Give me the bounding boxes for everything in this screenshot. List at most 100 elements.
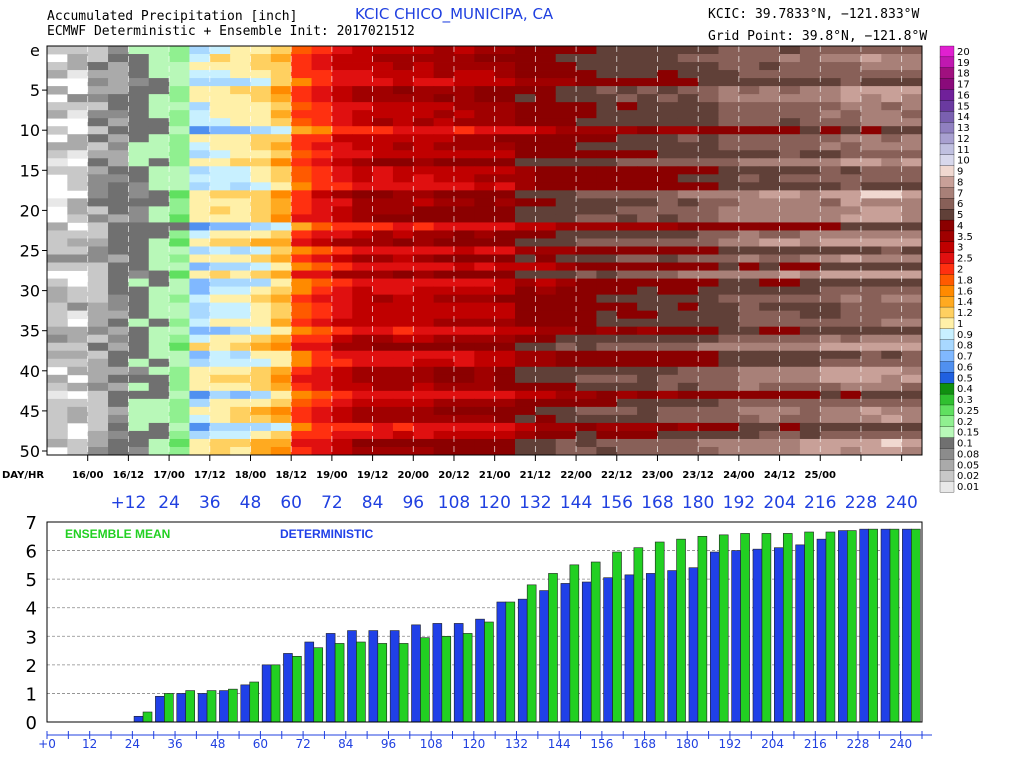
- heatmap-cell: [291, 174, 312, 183]
- heatmap-cell: [453, 294, 475, 304]
- heatmap-cell: [392, 158, 414, 167]
- heatmap-cell: [677, 142, 699, 151]
- heatmap-cell: [799, 150, 821, 159]
- heatmap-cell: [453, 150, 475, 159]
- heatmap-cell: [637, 278, 658, 287]
- heatmap-cell: [250, 54, 272, 63]
- heatmap-cell: [87, 286, 109, 296]
- heatmap-cell: [576, 62, 597, 71]
- heatmap-cell: [535, 350, 557, 360]
- heatmap-cell: [738, 54, 760, 63]
- heatmap-cell: [799, 414, 821, 424]
- heatmap-cell: [392, 142, 414, 151]
- heatmap-cell: [433, 62, 455, 71]
- deterministic-bar: [539, 590, 549, 723]
- bar-y-tick: 0: [26, 713, 37, 734]
- heatmap-cell: [677, 174, 699, 183]
- heatmap-cell: [453, 230, 475, 239]
- heatmap-cell: [250, 262, 272, 271]
- heatmap-cell: [392, 358, 414, 368]
- heatmap-cell: [718, 214, 740, 223]
- heatmap-cell: [535, 302, 557, 312]
- heatmap-cell: [474, 70, 496, 79]
- heatmap-cell: [779, 318, 801, 328]
- heatmap-cell: [738, 166, 760, 175]
- heatmap-cell: [677, 390, 699, 400]
- heatmap-cell: [535, 286, 557, 296]
- heatmap-cell: [453, 94, 475, 103]
- heatmap-cell: [352, 310, 373, 320]
- heatmap-cell: [759, 54, 780, 63]
- heatmap-cell: [433, 350, 455, 360]
- heatmap-cell: [535, 86, 557, 95]
- heatmap-cell: [311, 142, 333, 151]
- heatmap-cell: [270, 310, 292, 320]
- heatmap-cell: [433, 86, 455, 95]
- heatmap-cell: [799, 438, 821, 448]
- heatmap-cell: [881, 334, 903, 344]
- heatmap-cell: [453, 54, 475, 63]
- heatmap-cell: [209, 278, 231, 287]
- heatmap-cell: [392, 262, 414, 271]
- day-hr-tick: 21/00: [479, 470, 511, 481]
- heatmap-cell: [148, 142, 170, 151]
- heatmap-cell: [718, 238, 740, 247]
- heatmap-cell: [413, 174, 435, 183]
- heatmap-cell: [87, 262, 109, 271]
- heatmap-cell: [230, 62, 251, 71]
- day-hr-tick: 21/12: [520, 470, 552, 481]
- heatmap-cell: [860, 118, 882, 127]
- heatmap-cell: [555, 54, 577, 63]
- heatmap-cell: [453, 238, 475, 247]
- heatmap-cell: [779, 230, 801, 239]
- heatmap-cell: [718, 206, 740, 215]
- heatmap-cell: [392, 214, 414, 223]
- heatmap-cell: [67, 142, 89, 151]
- heatmap-cell: [352, 102, 373, 111]
- colorbar-label: 1: [957, 319, 963, 330]
- heatmap-cell: [474, 334, 496, 344]
- heatmap-cell: [148, 198, 170, 207]
- deterministic-bar: [709, 551, 720, 723]
- heatmap-cell: [331, 406, 353, 416]
- heatmap-cell: [799, 190, 821, 199]
- colorbar-swatch: [939, 306, 955, 319]
- heatmap-cell: [352, 118, 373, 127]
- deterministic-bar: [432, 623, 443, 723]
- heatmap-cell: [860, 150, 882, 159]
- heatmap-cell: [901, 62, 923, 71]
- heatmap-cell: [291, 310, 312, 320]
- heatmap-cell: [799, 342, 821, 352]
- heatmap-cell: [331, 254, 353, 263]
- heatmap-cell: [820, 150, 842, 159]
- heatmap-cell: [820, 294, 842, 304]
- heatmap-cell: [657, 342, 679, 352]
- heatmap-cell: [738, 334, 760, 344]
- heatmap-cell: [616, 78, 638, 87]
- heatmap-cell: [270, 62, 292, 71]
- heatmap-cell: [311, 278, 333, 287]
- heatmap-cell: [372, 166, 394, 175]
- heatmap-cell: [433, 342, 455, 352]
- heatmap-cell: [718, 78, 740, 87]
- heatmap-cell: [474, 126, 496, 135]
- heatmap-cell: [698, 54, 719, 63]
- heatmap-cell: [860, 406, 882, 416]
- heatmap-cell: [250, 174, 272, 183]
- colorbar-label: 0.3: [957, 395, 973, 406]
- heatmap-cell: [515, 310, 536, 320]
- heatmap-cell: [799, 86, 821, 95]
- deterministic-bar: [902, 528, 912, 723]
- heatmap-cell: [413, 182, 435, 191]
- heatmap-cell: [372, 310, 394, 320]
- heatmap-cell: [555, 86, 577, 95]
- colorbar-label: 0.7: [957, 352, 973, 363]
- heatmap-cell: [494, 46, 516, 55]
- heatmap-cell: [311, 134, 333, 143]
- heatmap-cell: [169, 150, 190, 159]
- heatmap-cell: [759, 294, 780, 304]
- heatmap-cell: [555, 414, 577, 424]
- heatmap-cell: [331, 158, 353, 167]
- heatmap-cell: [881, 414, 903, 424]
- heatmap-cell: [108, 94, 129, 103]
